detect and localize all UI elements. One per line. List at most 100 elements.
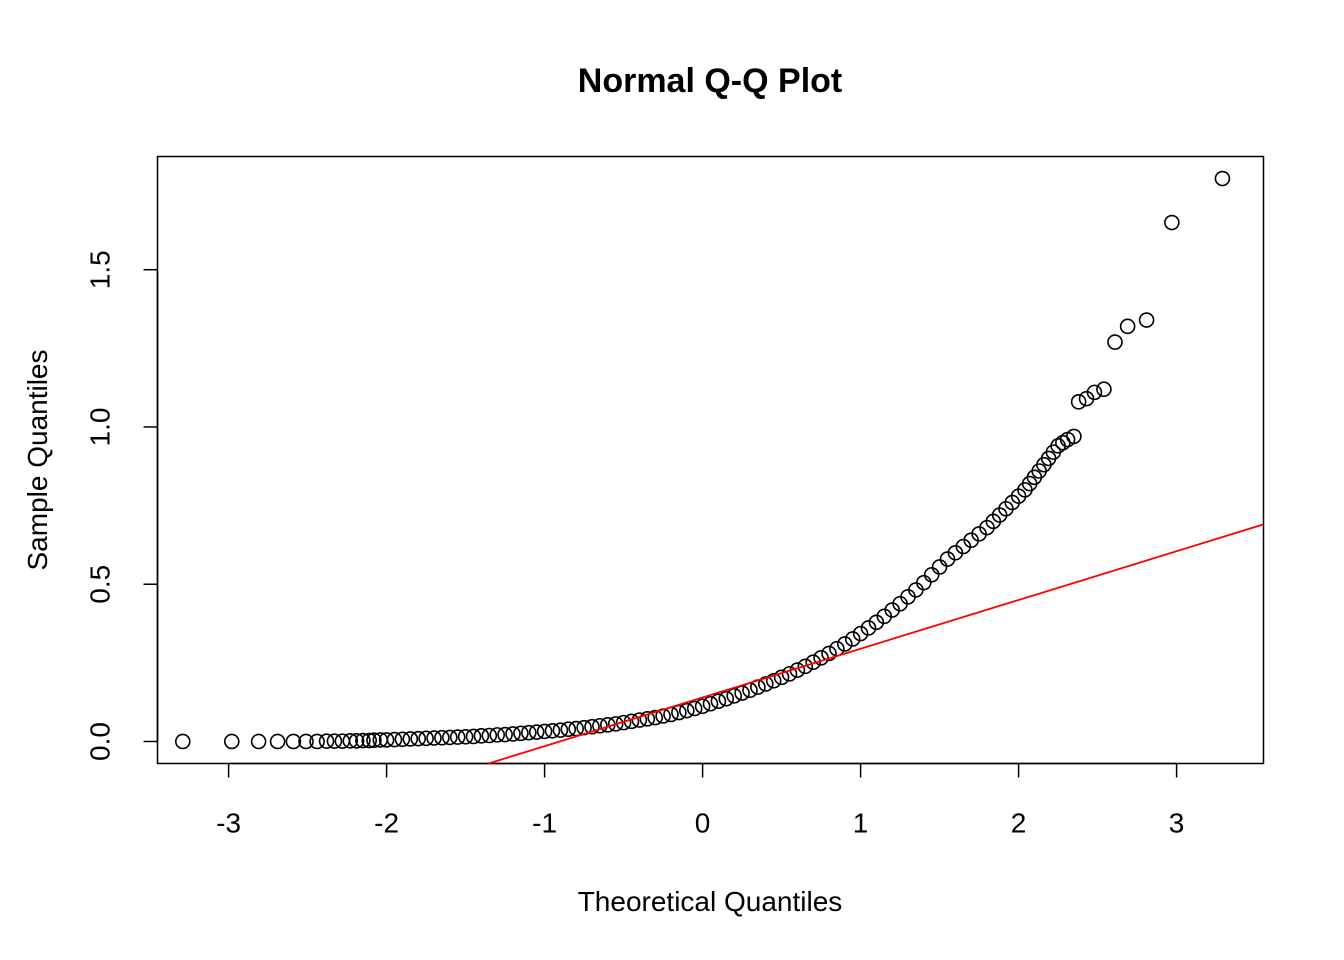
data-point [852,625,869,642]
data-point [592,717,608,734]
data-point [1070,394,1087,410]
data-point [1119,318,1136,335]
reference-line [488,523,1264,765]
data-point [931,559,948,575]
data-point [465,728,482,745]
data-point [584,718,600,735]
data-point [726,688,743,704]
data-point [710,693,727,710]
data-point [923,566,940,583]
data-point [520,724,537,741]
data-point [394,731,411,748]
data-point [694,698,711,715]
data-point [1086,384,1103,401]
data-point [821,645,837,662]
data-point [639,711,656,727]
data-point [342,733,359,749]
data-point [528,724,545,740]
data-point [868,614,885,631]
data-point [615,714,632,731]
y-tick-label: 0.5 [85,565,116,604]
x-axis-label: Theoretical Quantiles [578,886,843,917]
y-tick-label: 0.0 [85,722,116,761]
data-point [418,730,434,747]
data-point [361,732,378,749]
data-point [348,733,365,749]
data-point [797,658,814,675]
data-point [326,733,343,749]
x-tick-label: -2 [374,808,399,839]
data-point [298,733,314,750]
data-point [607,716,624,732]
data-point [269,733,286,750]
data-point [505,726,521,742]
data-point [805,654,822,671]
x-tick-label: 1 [853,808,869,839]
data-point [552,722,569,738]
data-point [378,732,395,748]
data-point [366,732,382,749]
x-tick-label: -3 [216,808,241,839]
x-tick-label: -1 [532,808,557,839]
y-tick-label: 1.0 [85,408,116,447]
data-point [1096,381,1112,398]
data-point [773,669,790,686]
x-tick-label: 3 [1169,808,1185,839]
data-point [647,709,664,726]
x-tick-label: 0 [695,808,711,839]
data-point [765,672,782,689]
data-point [489,727,506,743]
data-point [544,722,561,739]
y-tick-label: 1.5 [85,250,116,289]
data-point [473,728,490,744]
data-point [434,729,450,746]
data-point [860,620,877,636]
chart-title: Normal Q-Q Plot [578,62,842,100]
data-point [174,733,191,750]
data-point [678,702,695,719]
data-point [536,723,553,740]
data-points [174,170,1231,750]
data-point [742,682,758,699]
data-point [513,725,529,742]
data-point [702,695,719,712]
data-point [410,730,427,747]
y-axis: 0.0 0.5 1.0 1.5 [85,250,159,761]
data-point [402,731,419,747]
reference-line-layer [488,523,1264,765]
x-axis: -3 -2 -1 0 1 2 3 [216,762,1185,839]
data-point [250,733,267,750]
data-point [836,636,853,652]
data-point [441,729,458,746]
data-point [386,731,403,748]
data-point [781,666,798,682]
data-point [757,676,774,692]
data-point [1107,334,1123,350]
data-point [1066,428,1082,445]
data-point [734,685,750,701]
data-point [223,733,240,750]
data-point [334,733,351,749]
y-axis-label: Sample Quantiles [22,349,53,570]
data-point [497,726,513,743]
data-point [560,721,577,738]
data-point [355,732,371,749]
data-point [426,730,442,746]
data-point [1164,214,1180,231]
data-point [309,733,325,750]
data-point [718,690,735,707]
data-point [844,631,861,647]
data-point [457,728,474,745]
data-point [631,712,648,728]
data-point [915,574,932,591]
data-point [686,700,703,717]
x-tick-label: 2 [1011,808,1027,839]
data-point [1138,312,1155,328]
data-point [285,733,302,750]
data-point [449,729,466,745]
plot-frame [156,155,1265,765]
data-point [1214,170,1231,187]
data-point [481,727,498,744]
data-point [318,733,335,749]
